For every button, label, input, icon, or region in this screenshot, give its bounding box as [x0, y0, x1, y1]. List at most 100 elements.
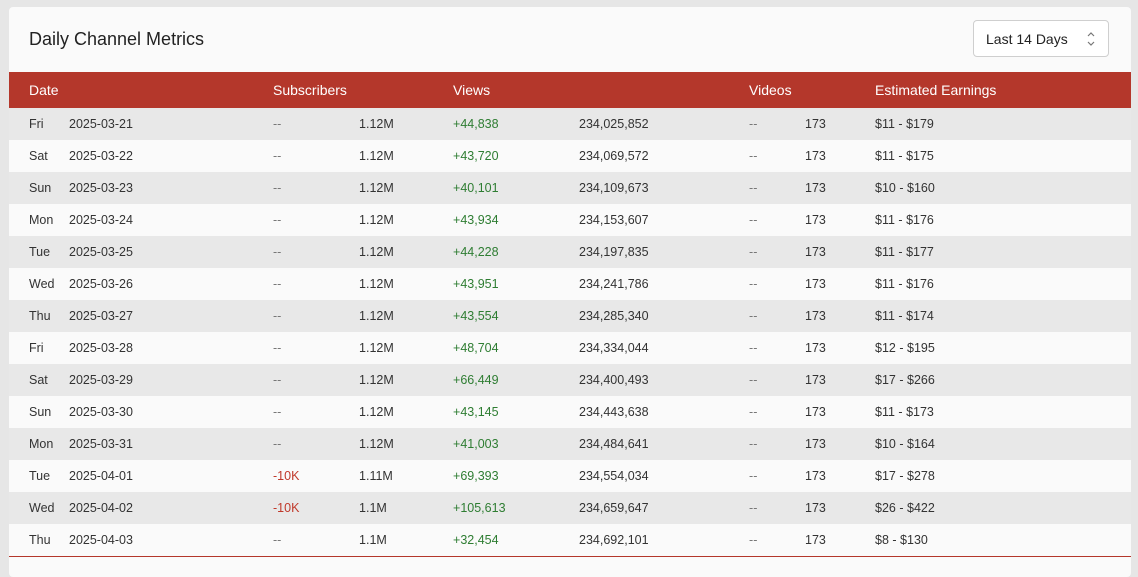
earnings-cell: $11 - $176 — [875, 277, 934, 291]
earnings-cell: $10 - $164 — [875, 437, 935, 451]
date-cell: 2025-03-27 — [69, 309, 133, 323]
day-cell: Wed — [29, 501, 55, 515]
subscriber-change-cell: -- — [273, 341, 282, 355]
earnings-cell: $11 - $177 — [875, 245, 934, 259]
view-change-cell: +69,393 — [453, 469, 499, 483]
table-row: Fri 2025-03-21 -- 1.12M +44,838 234,025,852 --… — [9, 108, 1131, 140]
column-header-views[interactable]: Views — [453, 82, 491, 98]
subscriber-change-cell: -- — [273, 532, 282, 547]
date-cell: 2025-04-01 — [69, 469, 133, 483]
videos-cell: 173 — [805, 309, 826, 323]
video-change-cell: -- — [749, 405, 758, 419]
video-change-cell: -- — [749, 532, 758, 547]
video-change-cell: -- — [749, 277, 758, 291]
subscriber-change-cell: -- — [273, 117, 282, 131]
subscribers-cell: 1.12M — [359, 341, 394, 355]
table-row: Mon 2025-03-24 -- 1.12M +43,934 234,153,607 --… — [9, 204, 1131, 236]
earnings-cell: $11 - $175 — [875, 149, 934, 163]
views-cell: 234,197,835 — [579, 245, 649, 259]
day-cell: Tue — [29, 469, 51, 483]
views-cell: 234,443,638 — [579, 405, 649, 419]
table-row: Sun 2025-03-23 -- 1.12M +40,101 234,109,673 --… — [9, 172, 1131, 204]
subscribers-cell: 1.1M — [359, 532, 387, 547]
subscriber-change-cell: -10K — [273, 469, 300, 483]
subscribers-cell: 1.12M — [359, 373, 394, 387]
videos-cell: 173 — [805, 149, 826, 163]
earnings-cell: $8 - $130 — [875, 532, 928, 547]
subscribers-cell: 1.12M — [359, 245, 394, 259]
day-cell: Mon — [29, 437, 54, 451]
day-cell: Fri — [29, 341, 44, 355]
date-range-select[interactable]: Last 14 Days — [973, 20, 1109, 57]
videos-cell: 173 — [805, 437, 826, 451]
subscribers-cell: 1.12M — [359, 213, 394, 227]
subscriber-change-cell: -10K — [273, 501, 300, 515]
date-cell: 2025-03-22 — [69, 149, 133, 163]
column-header-date[interactable]: Date — [29, 82, 59, 98]
video-change-cell: -- — [749, 437, 758, 451]
earnings-cell: $11 - $176 — [875, 213, 934, 227]
day-cell: Mon — [29, 213, 54, 227]
views-cell: 234,484,641 — [579, 437, 649, 451]
earnings-cell: $17 - $266 — [875, 373, 935, 387]
table-row: Thu 2025-04-03 -- 1.1M +32,454 234,692,101 -- 1… — [9, 524, 1131, 556]
view-change-cell: +43,145 — [453, 405, 499, 419]
date-cell: 2025-03-28 — [69, 341, 133, 355]
day-cell: Sun — [29, 405, 52, 419]
video-change-cell: -- — [749, 117, 758, 131]
views-cell: 234,285,340 — [579, 309, 649, 323]
page-title: Daily Channel Metrics — [29, 29, 205, 49]
view-change-cell: +66,449 — [453, 373, 499, 387]
videos-cell: 173 — [805, 532, 826, 547]
views-cell: 234,153,607 — [579, 213, 649, 227]
subscriber-change-cell: -- — [273, 277, 282, 291]
subscribers-cell: 1.12M — [359, 181, 394, 195]
videos-cell: 173 — [805, 405, 826, 419]
table-row: Tue 2025-04-01 -10K 1.11M +69,393 234,554,034… — [9, 460, 1131, 492]
table-row: Sat 2025-03-22 -- 1.12M +43,720 234,069,572 --… — [9, 140, 1131, 172]
video-change-cell: -- — [749, 245, 758, 259]
videos-cell: 173 — [805, 277, 826, 291]
table-row: Thu 2025-03-27 -- 1.12M +43,554 234,285,340 --… — [9, 300, 1131, 332]
video-change-cell: -- — [749, 213, 758, 227]
subscribers-cell: 1.12M — [359, 309, 394, 323]
videos-cell: 173 — [805, 469, 826, 483]
subscriber-change-cell: -- — [273, 437, 282, 451]
table-row: Tue 2025-03-25 -- 1.12M +44,228 234,197,835 --… — [9, 236, 1131, 268]
view-change-cell: +40,101 — [453, 181, 499, 195]
view-change-cell: +43,554 — [453, 309, 499, 323]
videos-cell: 173 — [805, 501, 826, 515]
metrics-card: Daily Channel Metrics Last 14 Days Date … — [9, 7, 1131, 577]
subscribers-cell: 1.12M — [359, 149, 394, 163]
date-cell: 2025-03-25 — [69, 245, 133, 259]
column-header-videos[interactable]: Videos — [749, 82, 792, 98]
views-cell: 234,692,101 — [579, 532, 649, 547]
view-change-cell: +43,720 — [453, 149, 499, 163]
metrics-table: Date Subscribers Views Videos Estimated … — [9, 72, 1131, 557]
subscriber-change-cell: -- — [273, 245, 282, 259]
day-cell: Sun — [29, 181, 52, 195]
views-cell: 234,554,034 — [579, 469, 649, 483]
column-header-subscribers[interactable]: Subscribers — [273, 82, 347, 98]
day-cell: Sat — [29, 149, 48, 163]
view-change-cell: +41,003 — [453, 437, 499, 451]
view-change-cell: +43,934 — [453, 213, 499, 227]
date-cell: 2025-04-02 — [69, 501, 133, 515]
videos-cell: 173 — [805, 213, 826, 227]
date-cell: 2025-03-31 — [69, 437, 133, 451]
subscribers-cell: 1.11M — [359, 469, 393, 483]
video-change-cell: -- — [749, 469, 758, 483]
subscriber-change-cell: -- — [273, 309, 282, 323]
subscriber-change-cell: -- — [273, 373, 282, 387]
date-cell: 2025-03-29 — [69, 373, 133, 387]
views-cell: 234,659,647 — [579, 501, 649, 515]
view-change-cell: +105,613 — [453, 501, 506, 515]
table-body: Fri 2025-03-21 -- 1.12M +44,838 234,025,852 --… — [9, 108, 1131, 556]
subscriber-change-cell: -- — [273, 181, 282, 195]
videos-cell: 173 — [805, 373, 826, 387]
date-cell: 2025-04-03 — [69, 532, 133, 547]
subscriber-change-cell: -- — [273, 149, 282, 163]
column-header-earnings[interactable]: Estimated Earnings — [875, 82, 997, 98]
views-cell: 234,025,852 — [579, 117, 649, 131]
video-change-cell: -- — [749, 341, 758, 355]
